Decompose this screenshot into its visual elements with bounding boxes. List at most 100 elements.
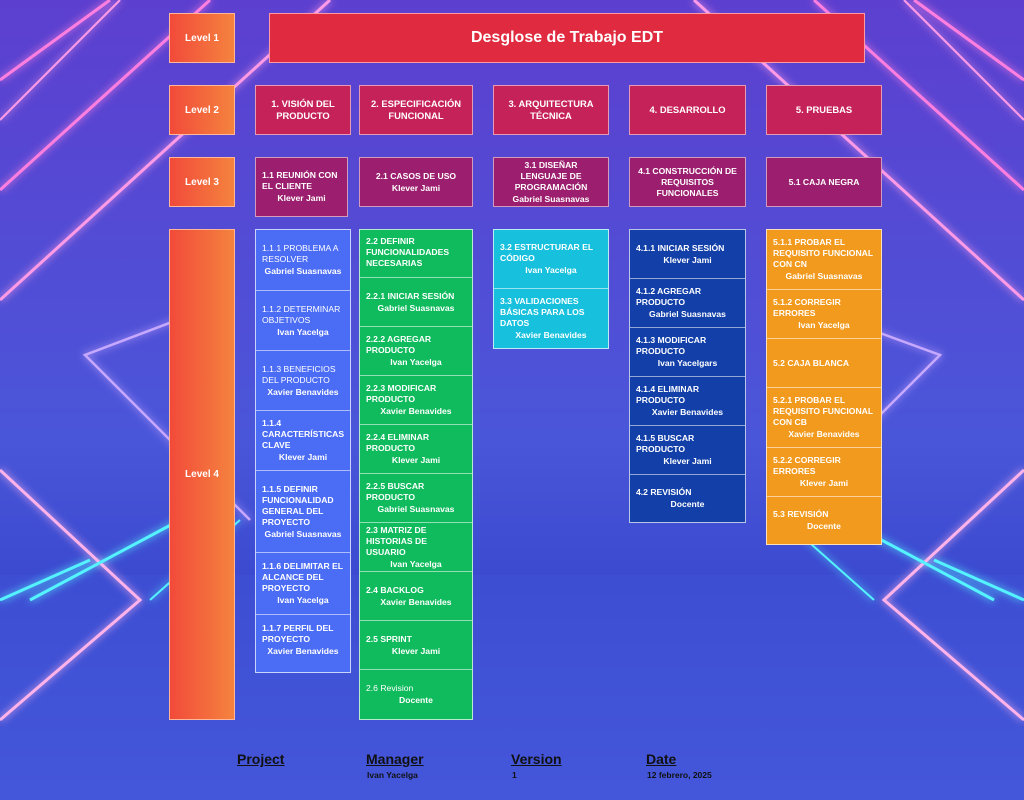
- level4-task: 4.1.3 MODIFICAR PRODUCTO: [636, 335, 707, 356]
- level3-node: 5.1 CAJA NEGRA: [766, 157, 882, 207]
- level4-owner: Ivan Yacelga: [798, 320, 850, 330]
- date-label: Date: [646, 751, 677, 767]
- level4-owner: Gabriel Suasnavas: [264, 528, 342, 539]
- level4-task: 5.1.1 PROBAR EL REQUISITO FUNCIONAL CON …: [773, 237, 873, 269]
- level2-node: 5. PRUEBAS: [766, 85, 882, 135]
- level4-owner: Docente: [807, 521, 841, 531]
- level2-node: 4. DESARROLLO: [629, 85, 746, 135]
- level4-owner: Klever Jami: [278, 452, 328, 462]
- edt-title: Desglose de Trabajo EDT: [269, 13, 865, 63]
- level3-owner: Gabriel Suasnavas: [512, 193, 590, 204]
- level4-task: 4.1.1 INICIAR SESIÓN: [636, 242, 725, 253]
- level4-column-3: 3.2 ESTRUCTURAR EL CÓDIGO Ivan Yacelga 3…: [493, 229, 609, 349]
- level4-task: 4.1.2 AGREGAR PRODUCTO: [636, 286, 702, 307]
- level4-item: 3.3 VALIDACIONES BÁSICAS PARA LOS DATOS …: [494, 289, 608, 348]
- level4-task: 1.1.1 PROBLEMA A RESOLVER: [262, 243, 338, 264]
- level4-owner: Xavier Benavides: [380, 596, 452, 607]
- level4-owner: Xavier Benavides: [380, 406, 452, 416]
- level4-item: 4.1.1 INICIAR SESIÓN Klever Jami: [630, 230, 745, 279]
- level2-label: 3. ARQUITECTURA TÉCNICA: [508, 97, 594, 121]
- level4-owner: Ivan Yacelga: [277, 595, 329, 605]
- level2-label: 1. VISIÓN DEL PRODUCTO: [271, 97, 335, 121]
- level4-item: 2.2 DEFINIR FUNCIONALIDADES NECESARIAS: [360, 230, 472, 278]
- level4-owner: Ivan Yacelga: [390, 558, 442, 569]
- level4-task: 2.3 MATRIZ DE HISTORIAS DE USUARIO: [366, 524, 427, 557]
- level4-task: 2.2 DEFINIR FUNCIONALIDADES NECESARIAS: [366, 236, 450, 268]
- project-label: Project: [237, 751, 285, 767]
- level4-item: 2.5 SPRINT Klever Jami: [360, 621, 472, 670]
- level4-owner: Docente: [670, 499, 705, 509]
- level4-item: 5.3 REVISIÓN Docente: [767, 497, 881, 544]
- level4-owner: Xavier Benavides: [267, 646, 339, 656]
- level2-node: 1. VISIÓN DEL PRODUCTO: [255, 85, 351, 135]
- level4-task: 4.2 REVISIÓN: [636, 487, 692, 497]
- level3-task: 4.1 CONSTRUCCIÓN DE REQUISITOS FUNCIONAL…: [638, 165, 737, 198]
- level3-task: 5.1 CAJA NEGRA: [788, 176, 860, 187]
- level-1-label: Level 1: [169, 13, 235, 63]
- level4-owner: Docente: [399, 695, 433, 705]
- level4-task: 1.1.6 DELIMITAR EL ALCANCE DEL PROYECTO: [262, 561, 343, 593]
- level4-task: 1.1.2 DETERMINAR OBJETIVOS: [262, 303, 341, 325]
- level3-owner: Klever Jami: [391, 182, 441, 193]
- level3-owner: Klever Jami: [277, 193, 326, 203]
- level4-item: 2.4 BACKLOG Xavier Benavides: [360, 572, 472, 621]
- level4-item: 5.2.2 CORREGIR ERRORES Klever Jami: [767, 448, 881, 497]
- level4-task: 2.5 SPRINT: [366, 633, 412, 644]
- level2-node: 2. ESPECIFICACIÓN FUNCIONAL: [359, 85, 473, 135]
- level4-column-5: 5.1.1 PROBAR EL REQUISITO FUNCIONAL CON …: [766, 229, 882, 545]
- level4-task: 5.2.1 PROBAR EL REQUISITO FUNCIONAL CON …: [773, 395, 873, 427]
- level4-column-4: 4.1.1 INICIAR SESIÓN Klever Jami 4.1.2 A…: [629, 229, 746, 523]
- level4-task: 2.6 Revision: [366, 683, 414, 693]
- level4-task: 2.2.5 BUSCAR PRODUCTO: [366, 481, 425, 502]
- level4-item: 2.2.5 BUSCAR PRODUCTO Gabriel Suasnavas: [360, 474, 472, 523]
- level4-owner: Ivan Yacelgars: [657, 358, 718, 368]
- level4-owner: Ivan Yacelga: [277, 326, 329, 337]
- level4-item: 1.1.2 DETERMINAR OBJETIVOS Ivan Yacelga: [256, 291, 350, 351]
- level4-item: 1.1.1 PROBLEMA A RESOLVER Gabriel Suasna…: [256, 230, 350, 291]
- level4-task: 2.2.3 MODIFICAR PRODUCTO: [366, 383, 437, 404]
- level4-item: 3.2 ESTRUCTURAR EL CÓDIGO Ivan Yacelga: [494, 230, 608, 289]
- level4-task: 5.2 CAJA BLANCA: [773, 357, 850, 368]
- level4-task: 4.1.5 BUSCAR PRODUCTO: [636, 433, 695, 454]
- level4-column-2: 2.2 DEFINIR FUNCIONALIDADES NECESARIAS 2…: [359, 229, 473, 720]
- level4-task: 2.2.2 AGREGAR PRODUCTO: [366, 334, 432, 355]
- level4-task: 2.4 BACKLOG: [366, 584, 424, 595]
- level4-item: 1.1.4 CARACTERÍSTICAS CLAVE Klever Jami: [256, 411, 350, 471]
- level4-owner: Gabriel Suasnavas: [377, 504, 455, 514]
- level4-task: 2.2.4 ELIMINAR PRODUCTO: [366, 432, 430, 453]
- level4-owner: Klever Jami: [663, 254, 712, 265]
- level2-node: 3. ARQUITECTURA TÉCNICA: [493, 85, 609, 135]
- level4-item: 4.1.4 ELIMINAR PRODUCTO Xavier Benavides: [630, 377, 745, 426]
- level4-owner: Gabriel Suasnavas: [264, 266, 342, 276]
- level4-owner: Gabriel Suasnavas: [377, 302, 455, 313]
- manager-value: Ivan Yacelga: [367, 770, 418, 780]
- level4-task: 5.1.2 CORREGIR ERRORES: [773, 297, 841, 318]
- level4-owner: Ivan Yacelga: [390, 357, 442, 367]
- level3-node: 4.1 CONSTRUCCIÓN DE REQUISITOS FUNCIONAL…: [629, 157, 746, 207]
- level3-task: 2.1 CASOS DE USO: [375, 170, 457, 181]
- level4-item: 4.1.3 MODIFICAR PRODUCTO Ivan Yacelgars: [630, 328, 745, 377]
- level4-task: 1.1.4 CARACTERÍSTICAS CLAVE: [262, 418, 345, 450]
- level4-item: 5.2.1 PROBAR EL REQUISITO FUNCIONAL CON …: [767, 388, 881, 448]
- level4-task: 4.1.4 ELIMINAR PRODUCTO: [636, 384, 700, 405]
- level4-item: 4.2 REVISIÓN Docente: [630, 475, 745, 522]
- level4-owner: Klever Jami: [663, 456, 712, 466]
- level4-task: 5.3 REVISIÓN: [773, 509, 829, 519]
- level4-column-1: 1.1.1 PROBLEMA A RESOLVER Gabriel Suasna…: [255, 229, 351, 673]
- level4-item: 2.2.2 AGREGAR PRODUCTO Ivan Yacelga: [360, 327, 472, 376]
- manager-label: Manager: [366, 751, 424, 767]
- level4-owner: Klever Jami: [799, 478, 849, 488]
- level4-item: 5.1.1 PROBAR EL REQUISITO FUNCIONAL CON …: [767, 230, 881, 290]
- level4-task: 1.1.7 PERFIL DEL PROYECTO: [262, 623, 334, 644]
- level4-owner: Xavier Benavides: [515, 330, 587, 340]
- level3-node: 3.1 DISEÑAR LENGUAJE DE PROGRAMACIÓN Gab…: [493, 157, 609, 207]
- date-value: 12 febrero, 2025: [647, 770, 712, 780]
- level4-item: 2.2.4 ELIMINAR PRODUCTO Klever Jami: [360, 425, 472, 474]
- level4-item: 1.1.6 DELIMITAR EL ALCANCE DEL PROYECTO …: [256, 553, 350, 615]
- level4-item: 2.3 MATRIZ DE HISTORIAS DE USUARIO Ivan …: [360, 523, 472, 572]
- level4-item: 5.1.2 CORREGIR ERRORES Ivan Yacelga: [767, 290, 881, 339]
- level4-item: 4.1.2 AGREGAR PRODUCTO Gabriel Suasnavas: [630, 279, 745, 328]
- level4-owner: Xavier Benavides: [788, 429, 860, 439]
- level2-label: 4. DESARROLLO: [649, 103, 726, 115]
- level2-label: 5. PRUEBAS: [795, 103, 853, 115]
